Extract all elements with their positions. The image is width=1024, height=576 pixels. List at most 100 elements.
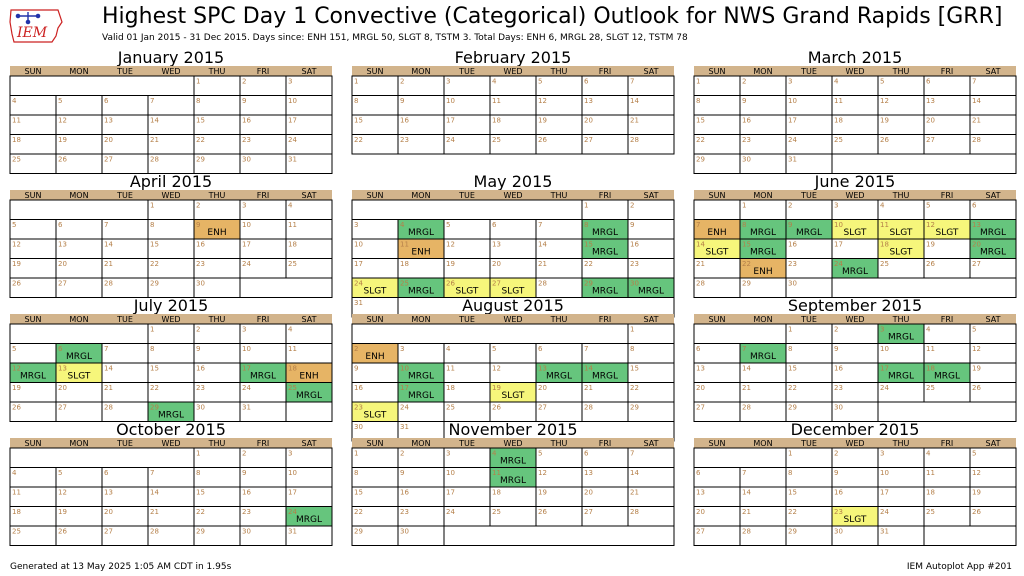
day-number: 2 — [242, 78, 246, 86]
weekday-label: SAT — [644, 315, 659, 324]
day-cell: 8 MRGL — [581, 219, 629, 240]
day-cell: 2 — [239, 75, 287, 96]
day-number: 24 — [288, 508, 297, 516]
month-title: May 2015 — [474, 172, 553, 191]
day-number: 7 — [584, 345, 588, 353]
day-cell: 23 — [739, 134, 787, 155]
day-cell: 15 — [147, 238, 195, 259]
month-border — [9, 199, 333, 298]
weekday-label: SAT — [644, 67, 659, 76]
day-cell: 20 — [923, 114, 971, 135]
day-number: 22 — [696, 136, 705, 144]
day-cell: 13 — [101, 486, 149, 507]
day-number: 5 — [926, 202, 930, 210]
day-number: 1 — [150, 326, 154, 334]
day-cell: 26 — [535, 134, 583, 155]
day-cell: 15 — [693, 114, 741, 135]
day-cell: 29 — [147, 277, 195, 298]
day-number: 27 — [584, 508, 593, 516]
day-number: 22 — [788, 508, 797, 516]
outlook-category: MRGL — [158, 411, 184, 421]
day-cell: 6 — [581, 75, 629, 96]
day-cell: 27 — [581, 134, 629, 155]
day-cell: 22 — [147, 258, 195, 279]
day-number: 23 — [196, 260, 205, 268]
day-number: 18 — [880, 241, 889, 249]
day-number: 28 — [630, 136, 639, 144]
day-cell: 2 — [397, 75, 445, 96]
day-number: 31 — [788, 156, 797, 164]
day-cell: 6 — [101, 467, 149, 488]
day-number: 23 — [834, 384, 843, 392]
day-number: 23 — [400, 136, 409, 144]
day-cell: 11 — [443, 362, 491, 383]
day-cell: 28 — [581, 401, 629, 422]
day-number: 8 — [788, 345, 792, 353]
day-cell: 7 — [739, 467, 787, 488]
day-cell: 29 — [785, 525, 833, 546]
day-cell: 16 — [193, 238, 241, 259]
day-cell: 31 — [285, 525, 333, 546]
outlook-category: SLGT — [364, 287, 387, 297]
day-number: 28 — [150, 528, 159, 536]
day-number: 11 — [12, 117, 21, 125]
day-number: 19 — [12, 384, 21, 392]
day-cell: 27 — [55, 401, 103, 422]
weekday-label: TUE — [116, 439, 133, 448]
day-cell: 20 — [489, 258, 537, 279]
day-number: 6 — [104, 469, 109, 477]
weekday-label: THU — [208, 439, 226, 448]
day-number: 31 — [242, 404, 251, 412]
chart-subtitle: Valid 01 Jan 2015 - 31 Dec 2015. Days si… — [102, 33, 688, 43]
day-cell: 11 — [923, 343, 971, 364]
day-number: 16 — [834, 365, 843, 373]
day-number: 21 — [630, 489, 639, 497]
day-cell: 7 — [535, 219, 583, 240]
day-cell: 18 — [285, 238, 333, 259]
day-cell: 17 — [877, 486, 925, 507]
day-cell: 3 — [239, 323, 287, 344]
weekday-header — [694, 314, 1016, 324]
weekday-label: THU — [550, 315, 568, 324]
day-number: 22 — [354, 508, 363, 516]
day-cell: 19 — [969, 486, 1017, 507]
day-cell: 15 — [785, 486, 833, 507]
day-number: 29 — [788, 404, 797, 412]
day-cell: 11 — [285, 219, 333, 240]
day-number: 24 — [880, 508, 889, 516]
day-number: 23 — [354, 404, 363, 412]
outlook-category: SLGT — [890, 248, 913, 258]
day-cell: 1 — [193, 447, 241, 468]
day-cell: 30 — [193, 401, 241, 422]
day-number: 3 — [880, 450, 884, 458]
outlook-category: MRGL — [638, 287, 664, 297]
day-number: 16 — [196, 365, 205, 373]
day-cell: 1 — [581, 199, 629, 220]
day-cell: 7 — [969, 75, 1017, 96]
day-number: 3 — [242, 326, 246, 334]
day-number: 18 — [834, 117, 843, 125]
day-cell: 26 — [877, 134, 925, 155]
day-number: 12 — [12, 241, 21, 249]
weekday-label: FRI — [599, 67, 612, 76]
day-cell: 6 — [101, 95, 149, 116]
day-cell: 26 — [55, 153, 103, 174]
iowa-outline-icon — [9, 9, 63, 43]
day-number: 29 — [742, 280, 751, 288]
weekday-label: FRI — [257, 67, 270, 76]
day-cell: 10 — [285, 95, 333, 116]
day-cell: 24 — [239, 258, 287, 279]
day-number: 19 — [972, 489, 981, 497]
day-number: 2 — [196, 326, 200, 334]
outlook-category: MRGL — [408, 372, 434, 382]
day-number: 9 — [354, 365, 358, 373]
day-number: 20 — [538, 384, 547, 392]
outlook-category: MRGL — [750, 228, 776, 238]
outlook-category: MRGL — [750, 352, 776, 362]
day-number: 11 — [400, 241, 409, 249]
